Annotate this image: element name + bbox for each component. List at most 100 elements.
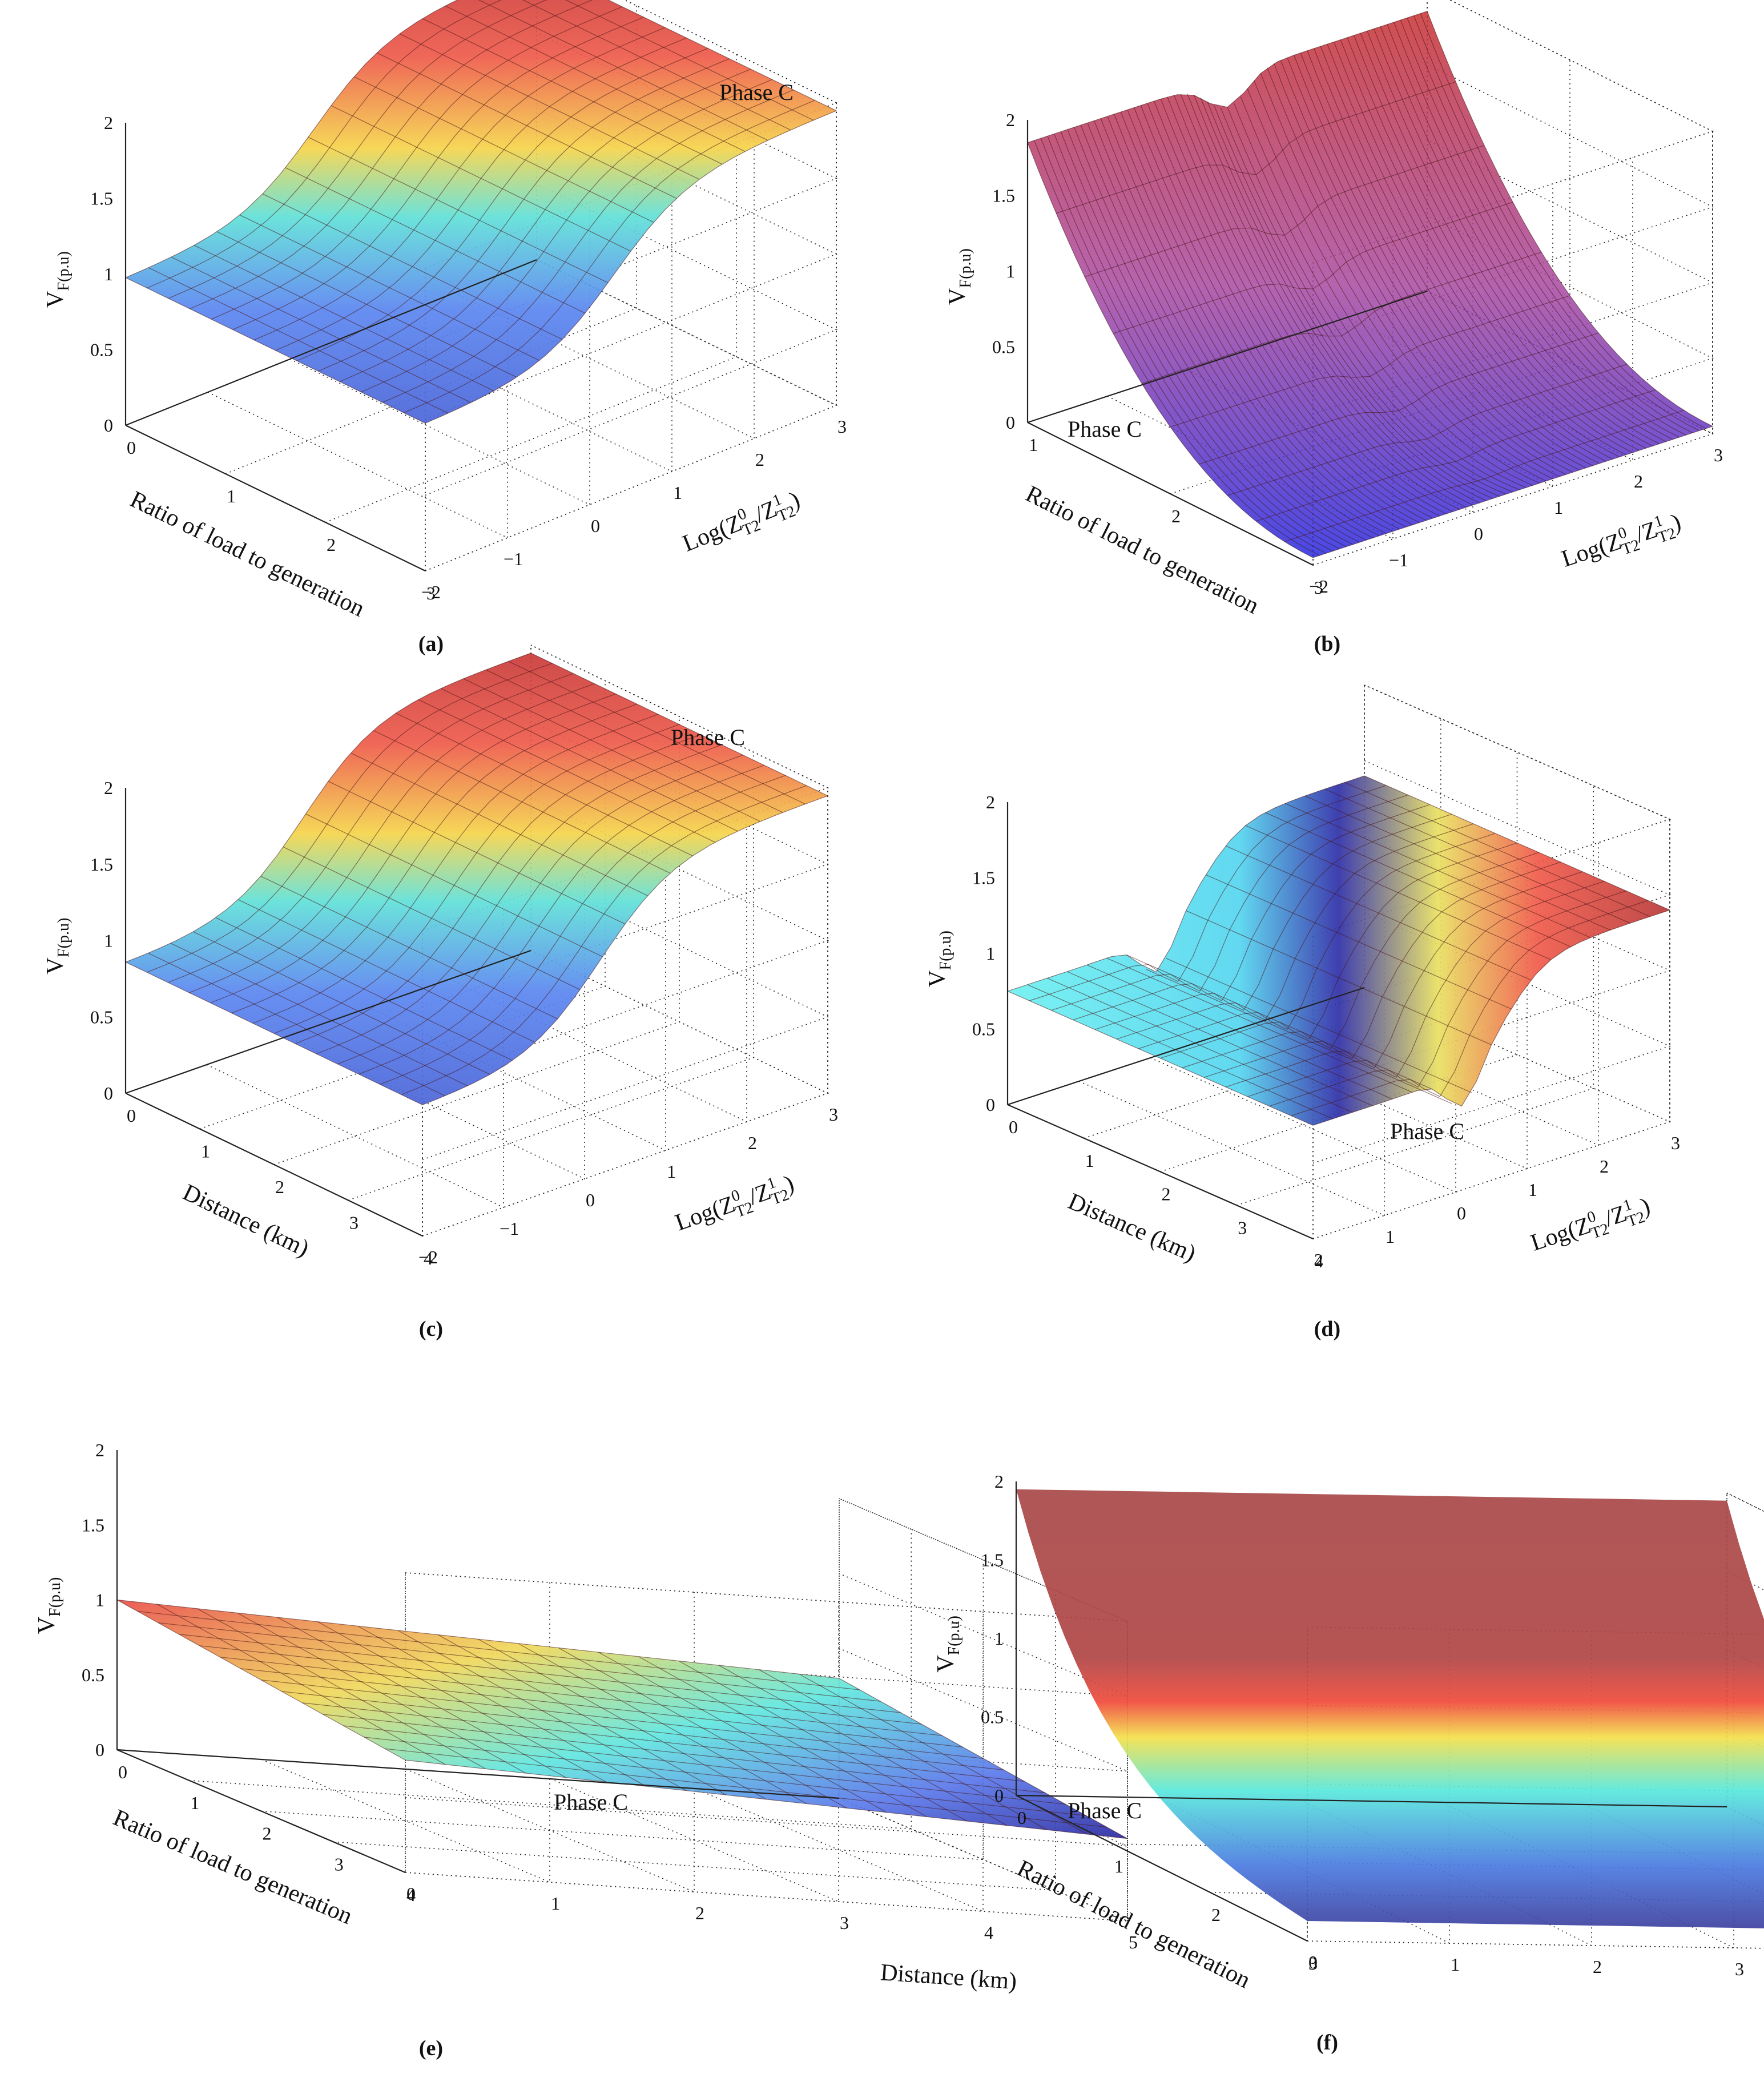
chart-panel: 00.511.520123012345VF(p.u)Ratio of load … <box>933 1471 1764 2055</box>
z-tick-label: 0.5 <box>972 1019 995 1040</box>
gridline-y <box>333 1590 1056 1891</box>
surface-meshline <box>1187 94 1473 506</box>
panel-label: (b) <box>1314 632 1340 656</box>
box-edge <box>1449 0 1713 132</box>
surface-meshline <box>1170 295 1570 428</box>
surface-meshline <box>158 1622 881 1702</box>
surface-meshline <box>1073 804 1430 1021</box>
y-axis <box>125 425 426 571</box>
gridline-x <box>454 136 755 440</box>
z-tick-label: 0.5 <box>981 1707 1004 1727</box>
surface-meshline <box>1255 389 1656 522</box>
surface-meshline <box>1160 843 1517 1059</box>
x-tick-label: 2 <box>748 1133 757 1153</box>
y-tick-label: 1 <box>1085 1150 1094 1171</box>
x-tick-label: 2 <box>1634 471 1643 492</box>
box-edge <box>839 1498 1128 1622</box>
surface-meshline <box>146 663 553 973</box>
phase-annotation: Phase C <box>1390 1118 1464 1144</box>
surface-meshline <box>232 17 644 330</box>
x-tick-label: 0 <box>406 1883 416 1904</box>
surface-meshline <box>231 703 637 1014</box>
gridline-y <box>1237 786 1594 1206</box>
surface-meshline <box>125 0 458 278</box>
phase-annotation: Phase C <box>1068 1798 1142 1823</box>
y-tick-label: 4 <box>406 1884 416 1905</box>
y-tick-label: 0 <box>127 437 136 458</box>
y-axis-title: Distance (km) <box>179 1179 313 1262</box>
gridline-z <box>425 183 837 496</box>
gridline-z <box>425 32 837 345</box>
z-tick-label: 0 <box>1006 412 1015 433</box>
z-axis-title: VF(p.u) <box>42 251 73 308</box>
z-tick-label: 0.5 <box>82 1665 104 1685</box>
surface-meshline <box>318 58 730 372</box>
surface-meshline <box>1214 105 1500 497</box>
z-tick-label: 1.5 <box>992 186 1015 206</box>
gridline-z <box>1312 63 1714 339</box>
y-axis-title: Ratio of load to generation <box>110 1805 356 1930</box>
surface-meshline <box>1269 890 1626 1107</box>
x-axis-title: Log(Z0T2/Z1T2) <box>678 485 806 562</box>
x-axis-title: Log(Z0T2/Z1T2) <box>1558 507 1686 578</box>
gridline-y <box>273 716 680 1165</box>
surface-meshline <box>240 1668 963 1747</box>
x-tick-label: 3 <box>837 416 847 437</box>
y-tick-label: 1 <box>190 1793 199 1813</box>
x-tick-label: 3 <box>840 1912 849 1933</box>
surface-meshline <box>252 714 659 1024</box>
y-tick-label: 3 <box>1238 1217 1247 1238</box>
y-tick-label: 3 <box>1308 1953 1318 1974</box>
y-axis <box>1007 1104 1314 1240</box>
surface <box>126 653 828 1105</box>
surface-meshline <box>323 1714 1045 1793</box>
gridline-y <box>199 680 606 1130</box>
surface-meshline <box>343 1725 1066 1805</box>
y-tick-label: 0 <box>118 1762 127 1782</box>
panel-label: (f) <box>1316 2031 1338 2055</box>
x-tick-label: −1 <box>500 1218 519 1239</box>
surface-meshline <box>1146 969 1452 1104</box>
z-axis-title: VF(p.u) <box>924 931 955 988</box>
y-tick-label: 0 <box>1017 1807 1026 1828</box>
gridline-z <box>405 1498 1128 1622</box>
box-edge <box>530 645 828 788</box>
panel-label: (e) <box>419 2036 443 2060</box>
box-edge <box>623 0 837 103</box>
surface <box>1008 776 1670 1126</box>
surface-meshline <box>337 755 743 1065</box>
y-axis <box>116 1749 406 1874</box>
x-axis-title: Log(Z0T2/Z1T2) <box>671 1168 799 1241</box>
gridline-y <box>1160 752 1518 1173</box>
z-axis-title: VF(p.u) <box>42 918 73 975</box>
z-tick-label: 1 <box>104 931 113 951</box>
surface-meshline <box>1225 871 1583 1088</box>
y-tick-label: 3 <box>1314 577 1323 598</box>
surface-meshline <box>253 27 666 341</box>
x-axis <box>125 259 537 426</box>
z-tick-label: 1.5 <box>972 868 995 888</box>
x-tick-label: −1 <box>1389 550 1408 570</box>
panel-label: (d) <box>1314 1317 1340 1341</box>
surface-meshline <box>1225 845 1532 981</box>
surface-meshline <box>125 653 531 963</box>
surface-meshline <box>1084 145 1485 277</box>
x-tick-label: −1 <box>504 549 523 569</box>
surface-meshline <box>1234 103 1520 490</box>
gridline-z <box>422 873 829 1161</box>
x-tick-label: 0 <box>1457 1203 1466 1223</box>
z-axis-title: VF(p.u) <box>34 1577 64 1634</box>
z-tick-label: 1 <box>994 1628 1004 1649</box>
surface-meshline <box>1284 410 1685 542</box>
x-axis-title: Log(Z0T2/Z1T2) <box>1527 1191 1655 1262</box>
x-tick-label: 2 <box>1593 1956 1602 1977</box>
y-axis <box>1016 1795 1308 1942</box>
y-tick-label: 0 <box>1009 1117 1018 1137</box>
surface-meshline <box>1203 861 1561 1078</box>
x-tick-label: 2 <box>1600 1156 1609 1177</box>
y-axis <box>125 1093 423 1237</box>
gridline-x <box>1347 158 1633 461</box>
